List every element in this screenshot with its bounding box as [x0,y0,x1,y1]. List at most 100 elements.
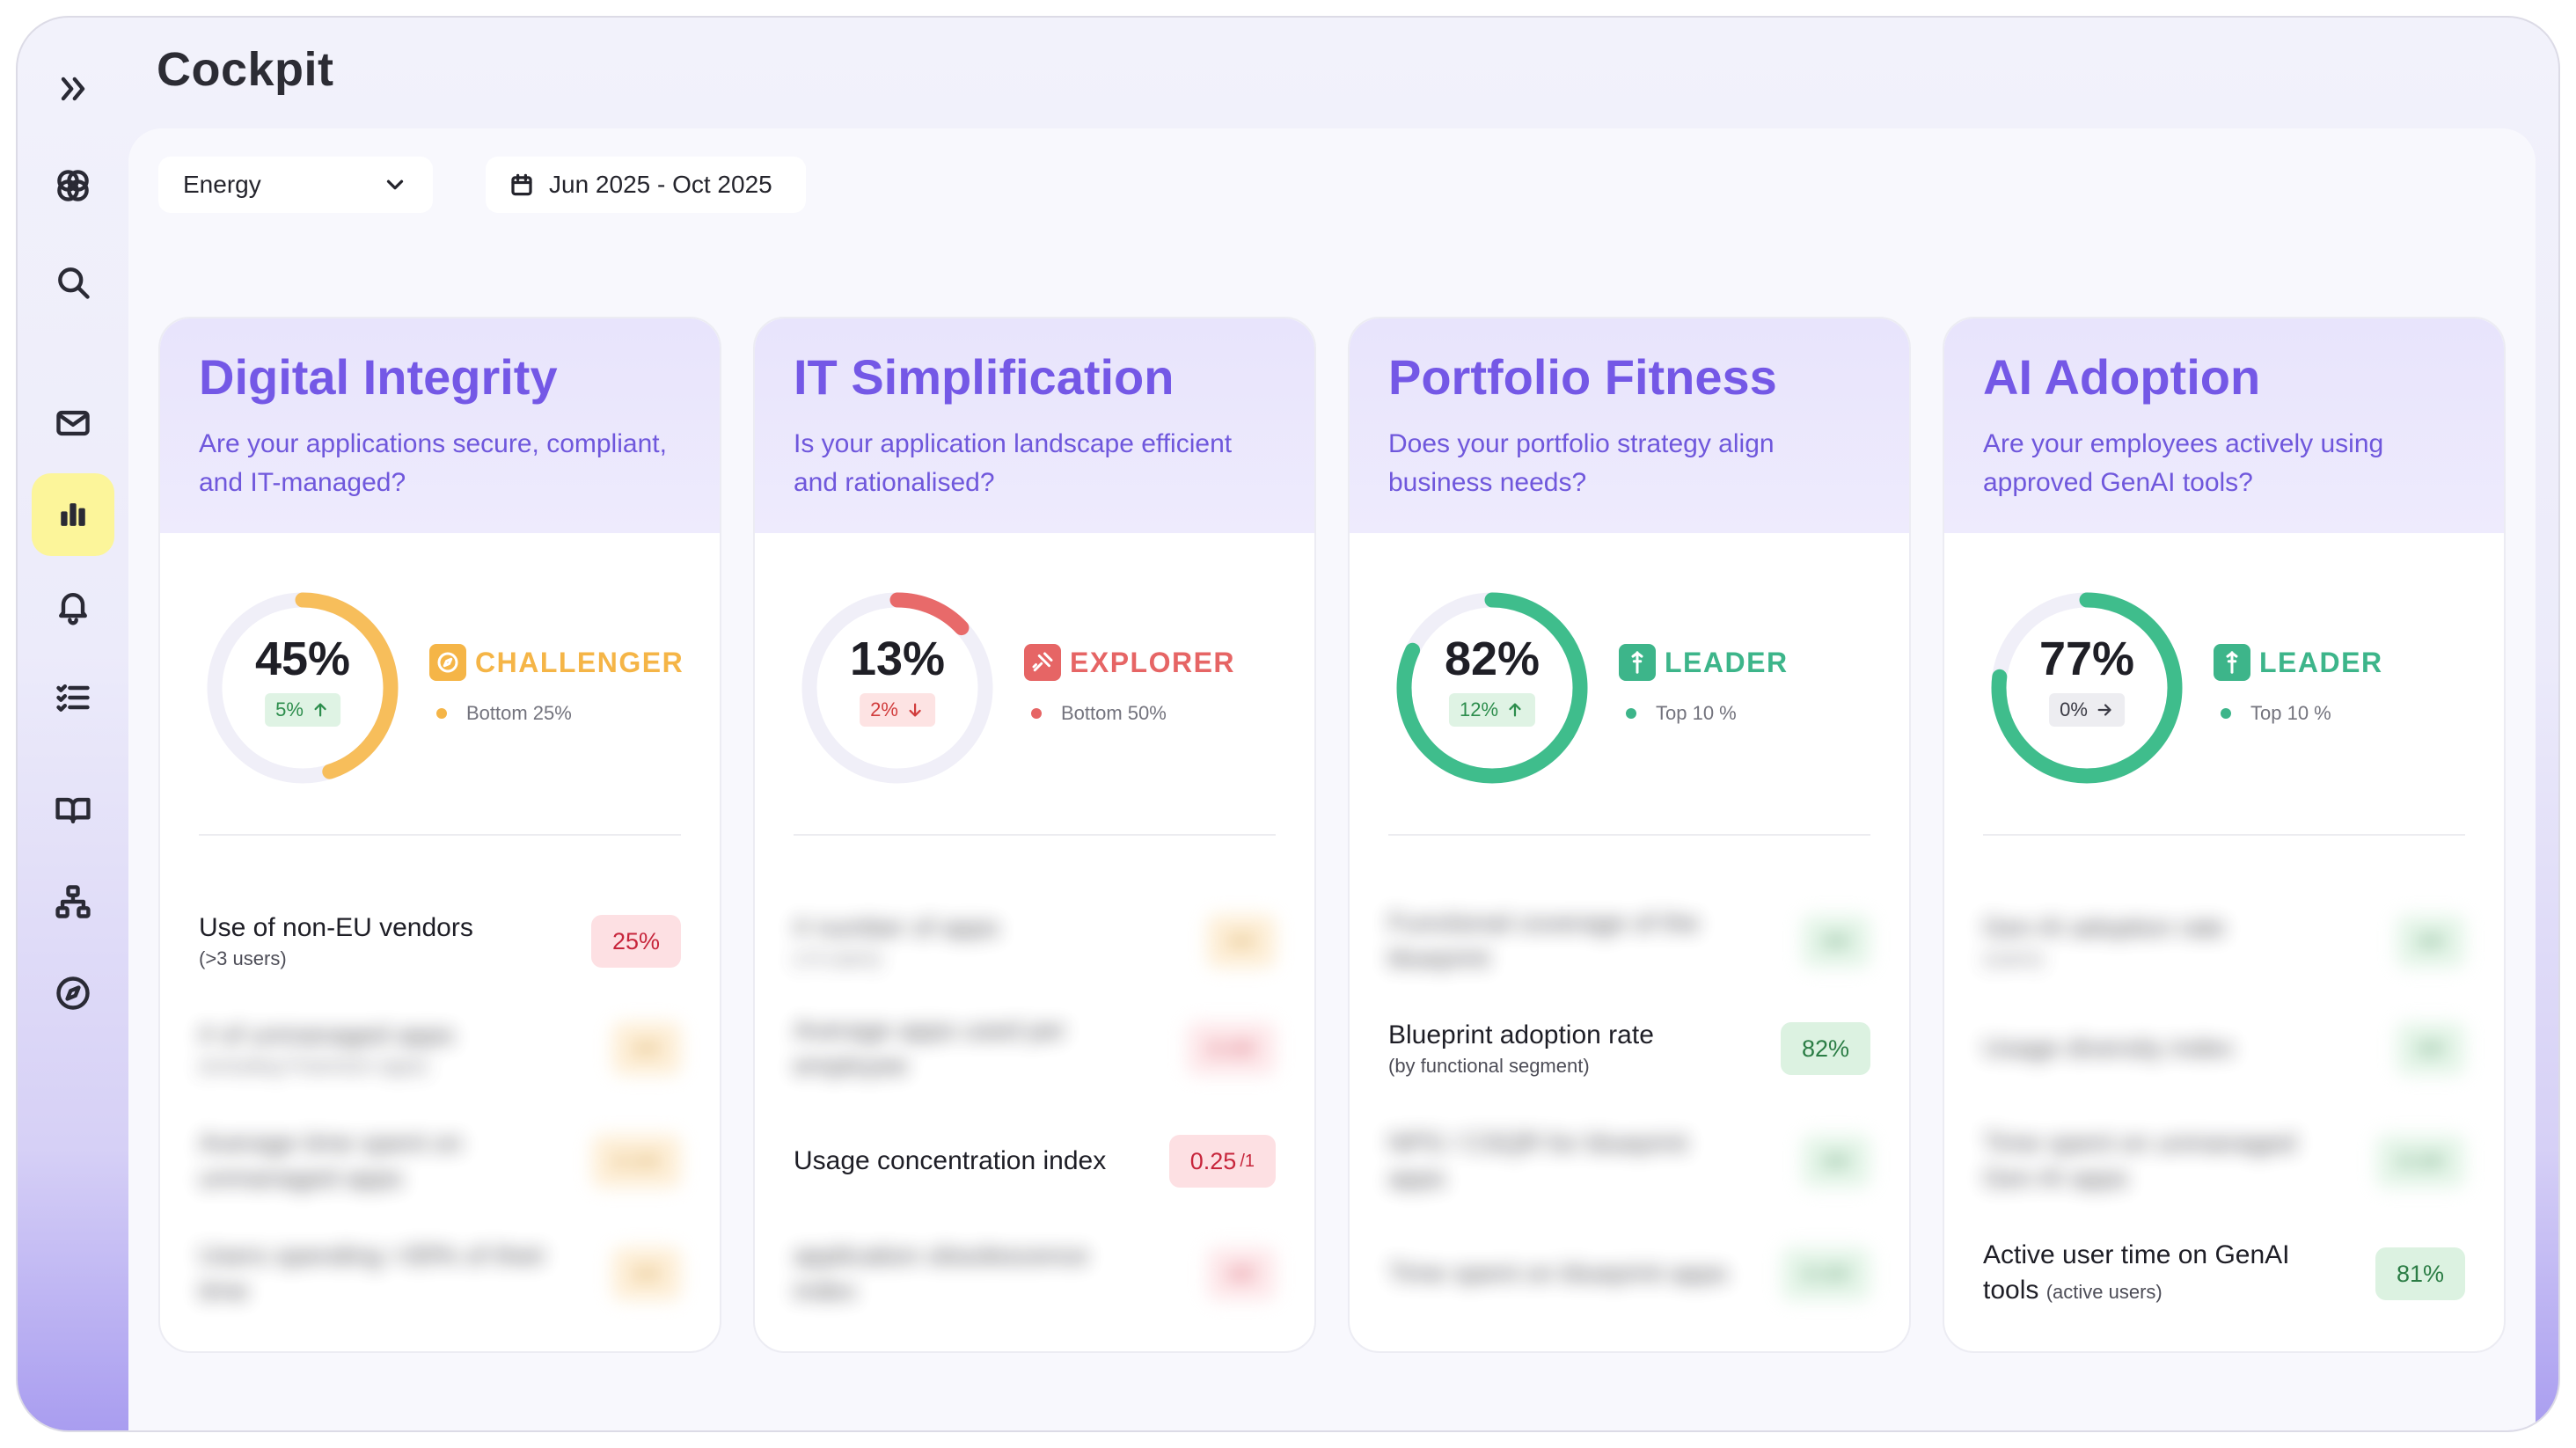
metric-value: ## [633,1035,660,1062]
metric-name: Average time spent on unmanaged apps [199,1129,463,1193]
tier-label: LEADER [1665,646,1789,678]
sector-select[interactable]: Energy [158,157,433,213]
arrow-down-icon [909,703,921,717]
score-arc [207,592,399,784]
metric-row[interactable]: Average time spent on unmanaged apps #.#… [199,1115,681,1207]
score-delta-badge: 5% [265,693,340,727]
bar-chart-icon [61,503,85,526]
tier-badge: LEADER [2214,644,2383,681]
metric-row[interactable]: # of unmanaged apps (including Freemium a… [199,1003,681,1094]
inbox-button[interactable] [32,382,114,464]
metric-row[interactable]: Time spent on unmanaged Gen AI apps #.## [1983,1115,2465,1207]
org-chart-icon [55,885,91,918]
metric-row[interactable]: Usage diversity index ## [1983,1003,2465,1094]
bell-icon [59,593,87,625]
card-question: Are your applications secure, compliant,… [199,429,667,497]
metric-name: Gen AI adoption rate [1983,913,2226,942]
metric-name: Blueprint adoption rate [1388,1020,1654,1049]
tier-label: LEADER [2259,646,2383,678]
score-delta-value: 5% [275,698,304,720]
score-gauge: 77% 0% [1983,584,2191,792]
metric-value: #.## [1803,1260,1849,1287]
benchmark-label: Bottom 25% [466,702,572,724]
explore-button[interactable] [32,952,114,1035]
metric-row[interactable]: application obsolescence index ## [794,1228,1276,1320]
metric-row[interactable]: Functional coverage of the blueprint ## [1388,896,1870,987]
metric-label: Blueprint adoption rate (by functional se… [1388,1018,1654,1079]
score-arc [1991,592,2183,784]
cockpit-nav-button[interactable] [32,473,114,556]
metric-label: Average apps used per employee [794,1013,1145,1084]
metric-subtitle: (users) [1983,947,2044,969]
metric-label: Time spent on blueprint apps [1388,1256,1728,1291]
kpi-card-it-simplification[interactable]: IT Simplification Is your application la… [753,317,1316,1353]
kpi-card-ai-adoption[interactable]: AI Adoption Are your employees actively … [1943,317,2506,1353]
date-range-picker[interactable]: Jun 2025 - Oct 2025 [486,157,806,213]
metric-value: #.## [2397,1147,2444,1174]
metric-label: application obsolescence index [794,1239,1145,1309]
metric-row[interactable]: Users spending >30% of their time ## [199,1228,681,1320]
score-arc [1396,592,1588,784]
card-header: Digital Integrity Are your applications … [160,318,720,533]
score-arc [801,592,993,784]
metric-row[interactable]: # number of apps (>3 users) ## [794,896,1276,987]
score-delta-value: 0% [2060,698,2088,720]
metric-value-badge: ## [611,1247,681,1300]
search-button[interactable] [32,241,114,324]
metric-label: Gen AI adoption rate (users) [1983,910,2225,972]
metric-label: Functional coverage of the blueprint [1388,906,1740,976]
book-open-icon [55,797,91,824]
score-value: 77% [2038,633,2135,685]
metric-name: Usage concentration index [794,1146,1107,1175]
score-gauge-ring [1396,592,1588,784]
score-gauge: 45% 5% [199,584,406,792]
kpi-card-portfolio-fitness[interactable]: Portfolio Fitness Does your portfolio st… [1348,317,1911,1353]
divider [1388,834,1870,836]
metric-label: NPS / CSQR for blueprint apps [1388,1126,1740,1196]
card-header: AI Adoption Are your employees actively … [1944,318,2504,533]
benchmark: Bottom 25% [436,702,572,725]
divider [199,834,681,836]
metric-row[interactable]: Active user time on GenAI tools (active … [1983,1228,2465,1320]
expand-sidebar-button[interactable] [32,48,114,130]
metric-row[interactable]: Gen AI adoption rate (users) ## [1983,896,2465,987]
compass-icon [429,644,466,681]
tasks-button[interactable] [32,656,114,739]
card-question: Is your application landscape efficient … [794,429,1233,497]
metric-name: Use of non-EU vendors [199,913,473,942]
notifications-button[interactable] [32,565,114,647]
metric-row[interactable]: NPS / CSQR for blueprint apps ## [1388,1115,1870,1207]
card-title: IT Simplification [794,349,1175,405]
metric-label: # number of apps (>3 users) [794,910,999,972]
card-question: Are your employees actively using approv… [1983,429,2384,497]
kpi-card-digital-integrity[interactable]: Digital Integrity Are your applications … [158,317,721,1353]
benchmark-dot [2221,708,2231,719]
metric-value-badge: ## [1206,1247,1276,1300]
score-area: 45% 5% CHALLENGER Bottom 25% [160,533,720,836]
score-area: 77% 0% LEADER Top 10 % [1944,533,2504,836]
metric-name: Time spent on blueprint apps [1388,1259,1728,1288]
tier-badge: LEADER [1619,644,1789,681]
benchmark-label: Top 10 % [1656,702,1737,724]
app-window: Cockpit Energy Jun 2025 - Oct 2025 Digit… [16,16,2560,1432]
sector-select-value: Energy [183,171,261,198]
benchmark-label: Bottom 50% [1061,702,1167,724]
metric-row[interactable]: Average apps used per employee #.## [794,1003,1276,1094]
card-title: Portfolio Fitness [1388,349,1777,405]
metric-row[interactable]: Usage concentration index 0.25/1 [794,1115,1276,1207]
metric-value: #.## [1208,1035,1255,1062]
card-question: Does your portfolio strategy align busin… [1388,429,1775,497]
logo-button[interactable] [32,144,114,227]
divider [794,834,1276,836]
score-delta-badge: 12% [1448,693,1536,727]
card-title: Digital Integrity [199,349,558,405]
tier-label: CHALLENGER [475,646,684,678]
metric-row[interactable]: Blueprint adoption rate (by functional se… [1388,1003,1870,1094]
mail-icon [56,410,90,436]
metric-value-badge: ## [1801,1135,1870,1188]
hierarchy-button[interactable] [32,860,114,943]
metric-row[interactable]: Use of non-EU vendors (>3 users) 25% [199,896,681,987]
metric-row[interactable]: Time spent on blueprint apps #.## [1388,1228,1870,1320]
metric-value: ## [1227,1260,1255,1287]
library-button[interactable] [32,769,114,852]
